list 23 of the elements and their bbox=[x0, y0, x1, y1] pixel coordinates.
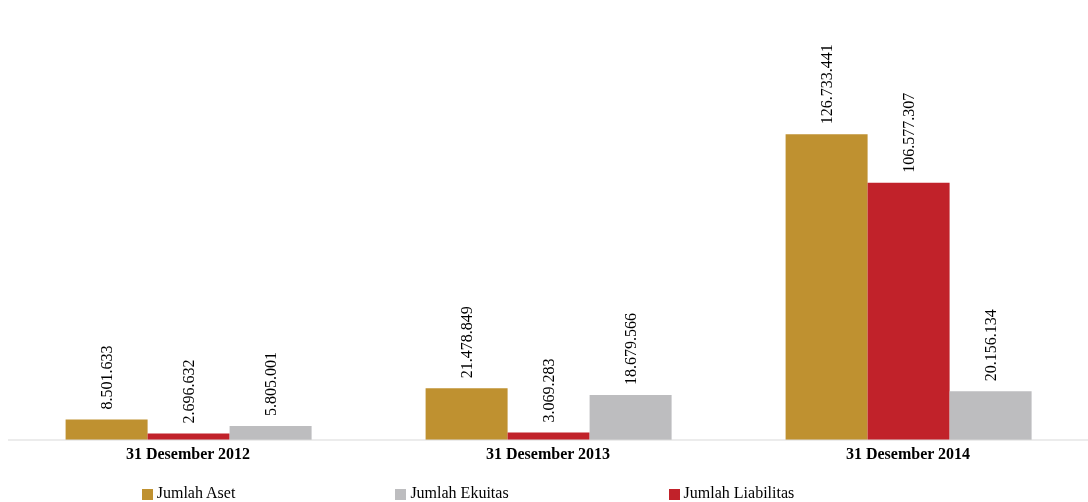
bar bbox=[65, 419, 148, 440]
x-tick-label: 31 Desember 2014 bbox=[845, 445, 971, 463]
data-label: 18.679.566 bbox=[622, 312, 640, 385]
legend-label: Jumlah Aset bbox=[156, 484, 236, 501]
bar bbox=[785, 134, 868, 440]
data-label: 106.577.307 bbox=[900, 92, 918, 173]
x-tick-label: 31 Desember 2013 bbox=[485, 445, 611, 463]
data-label: 5.805.001 bbox=[262, 351, 280, 416]
bar bbox=[867, 182, 950, 440]
bar bbox=[589, 394, 672, 440]
data-label: 2.696.632 bbox=[180, 359, 198, 424]
legend-label: Jumlah Ekuitas bbox=[410, 484, 509, 501]
legend-label: Jumlah Liabilitas bbox=[683, 484, 795, 501]
data-label: 126.733.441 bbox=[818, 44, 836, 125]
x-tick-label: 31 Desember 2012 bbox=[125, 445, 251, 463]
data-label: 8.501.633 bbox=[98, 345, 116, 410]
data-label: 3.069.283 bbox=[540, 358, 558, 423]
bar bbox=[147, 433, 230, 440]
data-label: 20.156.134 bbox=[982, 309, 1000, 382]
bar bbox=[949, 391, 1032, 440]
bar bbox=[229, 425, 312, 440]
data-label: 21.478.849 bbox=[458, 306, 476, 379]
bar bbox=[425, 388, 508, 440]
